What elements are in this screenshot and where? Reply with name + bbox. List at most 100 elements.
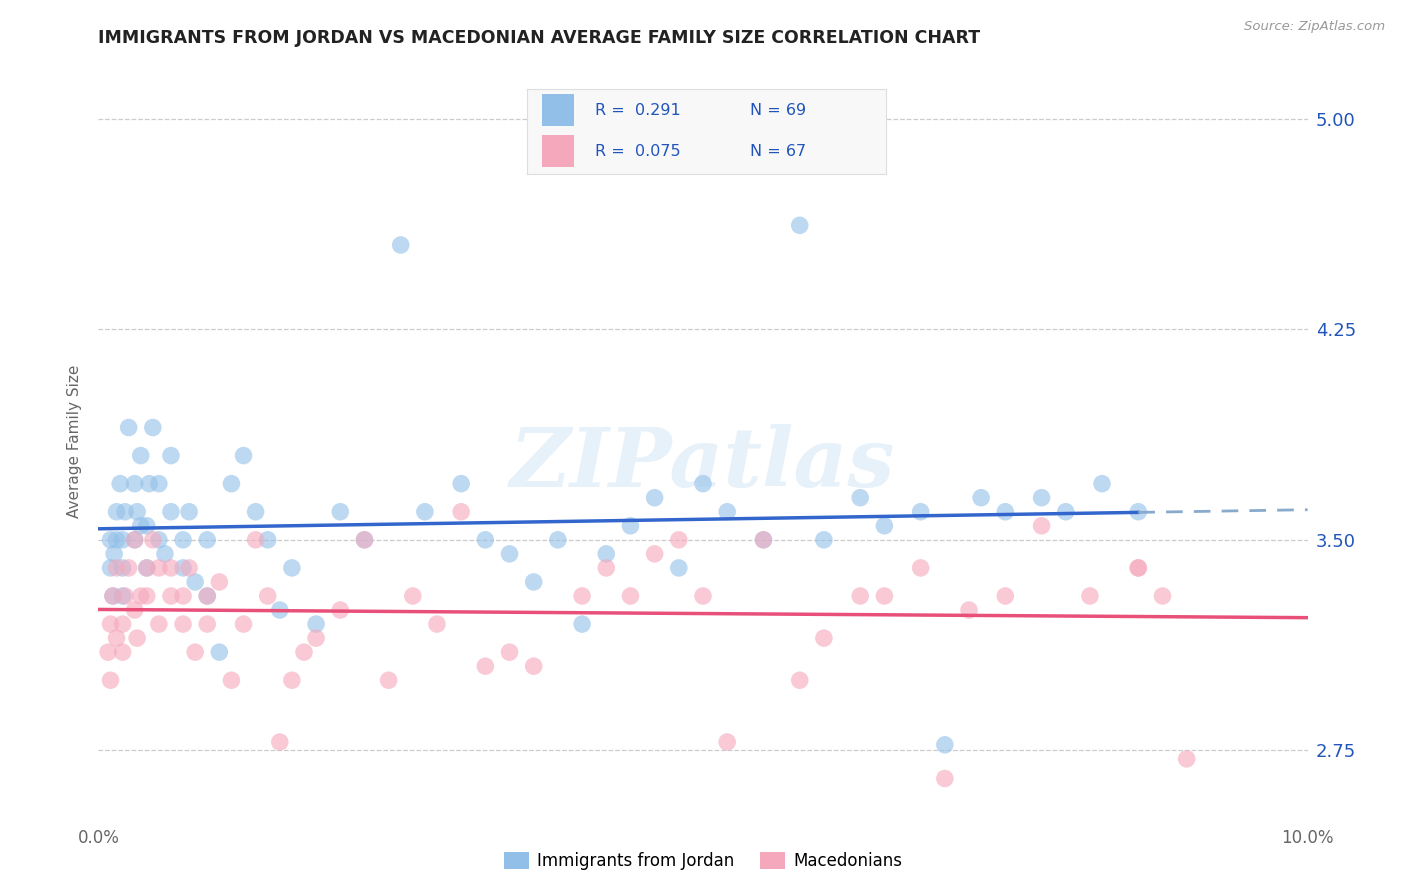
Point (118, 420, 141, 434)
Point (426, 617, 449, 632)
Point (172, 561, 194, 575)
Point (111, 645, 134, 659)
Point (1078, 589, 1101, 603)
Point (644, 547, 666, 561)
Point (172, 533, 194, 547)
Point (232, 617, 254, 632)
Point (752, 533, 775, 547)
Point (138, 476, 160, 491)
FancyBboxPatch shape (541, 135, 574, 167)
Point (292, 645, 315, 659)
Point (595, 561, 617, 575)
Point (208, 645, 231, 659)
Point (450, 505, 472, 519)
Point (1128, 561, 1150, 575)
Point (195, 533, 218, 547)
Text: ZIPatlas: ZIPatlas (510, 425, 896, 504)
Point (195, 589, 218, 603)
Point (994, 589, 1017, 603)
Point (160, 449, 183, 463)
Point (692, 589, 714, 603)
Point (172, 617, 194, 632)
Point (910, 561, 932, 575)
Point (305, 631, 328, 645)
Point (142, 533, 165, 547)
Point (873, 518, 896, 533)
Point (148, 533, 170, 547)
Point (269, 735, 291, 749)
Point (105, 505, 128, 519)
Point (1152, 589, 1174, 603)
Point (129, 589, 152, 603)
Point (994, 505, 1017, 519)
Point (100, 673, 122, 688)
Point (179, 561, 201, 575)
Point (100, 617, 122, 632)
Point (389, 238, 412, 252)
Point (184, 645, 207, 659)
Point (108, 476, 131, 491)
Point (619, 518, 641, 533)
Point (1175, 752, 1198, 766)
Point (124, 533, 146, 547)
Point (256, 533, 278, 547)
Point (813, 631, 835, 645)
Point (498, 547, 520, 561)
Point (849, 491, 872, 505)
Point (813, 533, 835, 547)
Point (523, 659, 546, 673)
Point (114, 505, 136, 519)
Point (1128, 561, 1150, 575)
Point (377, 673, 399, 688)
Point (281, 673, 304, 688)
Point (127, 505, 149, 519)
Point (153, 547, 176, 561)
Point (111, 533, 134, 547)
Text: Source: ZipAtlas.com: Source: ZipAtlas.com (1244, 20, 1385, 33)
Point (789, 219, 811, 233)
Point (208, 574, 231, 589)
Point (103, 547, 125, 561)
Point (523, 574, 546, 589)
Point (281, 561, 304, 575)
Point (111, 617, 134, 632)
Point (105, 561, 128, 575)
Point (1031, 491, 1053, 505)
Point (160, 589, 183, 603)
Point (179, 505, 201, 519)
Point (957, 603, 980, 617)
Point (135, 518, 157, 533)
Text: IMMIGRANTS FROM JORDAN VS MACEDONIAN AVERAGE FAMILY SIZE CORRELATION CHART: IMMIGRANTS FROM JORDAN VS MACEDONIAN AVE… (98, 29, 980, 47)
Point (305, 617, 328, 632)
Point (101, 589, 124, 603)
Point (135, 589, 157, 603)
Point (849, 589, 872, 603)
Point (245, 505, 267, 519)
Point (668, 533, 690, 547)
Point (1091, 476, 1114, 491)
Point (124, 476, 146, 491)
Point (221, 476, 243, 491)
Point (498, 645, 520, 659)
Point (474, 533, 496, 547)
Legend: Immigrants from Jordan, Macedonians: Immigrants from Jordan, Macedonians (498, 846, 908, 877)
Point (129, 449, 152, 463)
Point (160, 505, 183, 519)
Point (124, 533, 146, 547)
Point (124, 603, 146, 617)
Point (100, 561, 122, 575)
Point (172, 589, 194, 603)
Point (111, 589, 134, 603)
Point (934, 738, 956, 752)
Point (752, 533, 775, 547)
Point (127, 631, 149, 645)
Point (692, 476, 714, 491)
Point (474, 659, 496, 673)
Point (571, 589, 593, 603)
Point (105, 631, 128, 645)
Point (195, 617, 218, 632)
Point (644, 491, 666, 505)
Point (118, 561, 141, 575)
Point (269, 603, 291, 617)
Point (148, 561, 170, 575)
